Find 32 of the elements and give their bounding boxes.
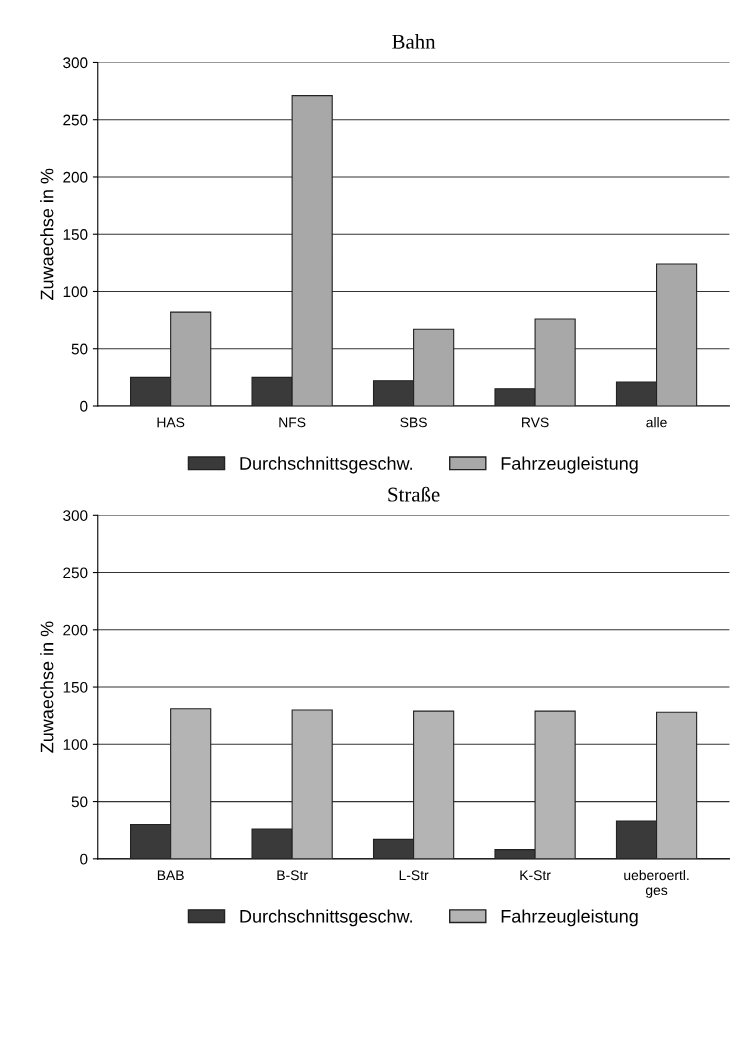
x-tick-label: HAS <box>157 417 185 428</box>
y-tick-label: 0 <box>80 853 88 865</box>
legend-label: Durchschnittsgeschw. <box>240 909 412 927</box>
y-tick-label: 0 <box>80 400 88 412</box>
y-tick-label: 250 <box>63 567 88 579</box>
x-tick-label: RVS <box>522 417 549 428</box>
x-tick-label: B-Str <box>277 870 308 881</box>
chart-title: Straße <box>388 486 440 502</box>
x-tick-label: BAB <box>157 870 184 880</box>
y-tick-label: 100 <box>63 286 88 298</box>
y-tick-label: 200 <box>63 624 88 636</box>
y-tick-label: 250 <box>63 114 88 126</box>
y-tick-label: 150 <box>63 681 88 693</box>
y-tick-label: 50 <box>71 796 88 808</box>
y-tick-label: 100 <box>63 739 88 750</box>
x-tick-label: L-Str <box>399 870 429 881</box>
y-tick-label: 200 <box>63 171 88 183</box>
y-axis-title: Zuwaechse in % <box>40 168 54 300</box>
legend-label: Fahrzeugleistung <box>501 909 638 927</box>
legend-label: Durchschnittsgeschw. <box>240 456 412 474</box>
y-tick-label: 300 <box>63 510 88 521</box>
x-tick-label: alle <box>646 417 667 428</box>
y-tick-label: 50 <box>71 343 88 355</box>
x-tick-label: ueberoertl. ges <box>624 869 689 898</box>
x-tick-label: K-Str <box>520 870 551 881</box>
y-tick-label: 150 <box>63 229 88 240</box>
legend-label: Fahrzeugleistung <box>501 456 638 474</box>
x-tick-label: SBS <box>400 417 427 428</box>
y-axis-title: Zuwaechse in % <box>40 621 54 753</box>
chart-title: Bahn <box>392 34 436 49</box>
x-tick-label: NFS <box>279 417 306 428</box>
y-tick-label: 300 <box>63 57 88 69</box>
